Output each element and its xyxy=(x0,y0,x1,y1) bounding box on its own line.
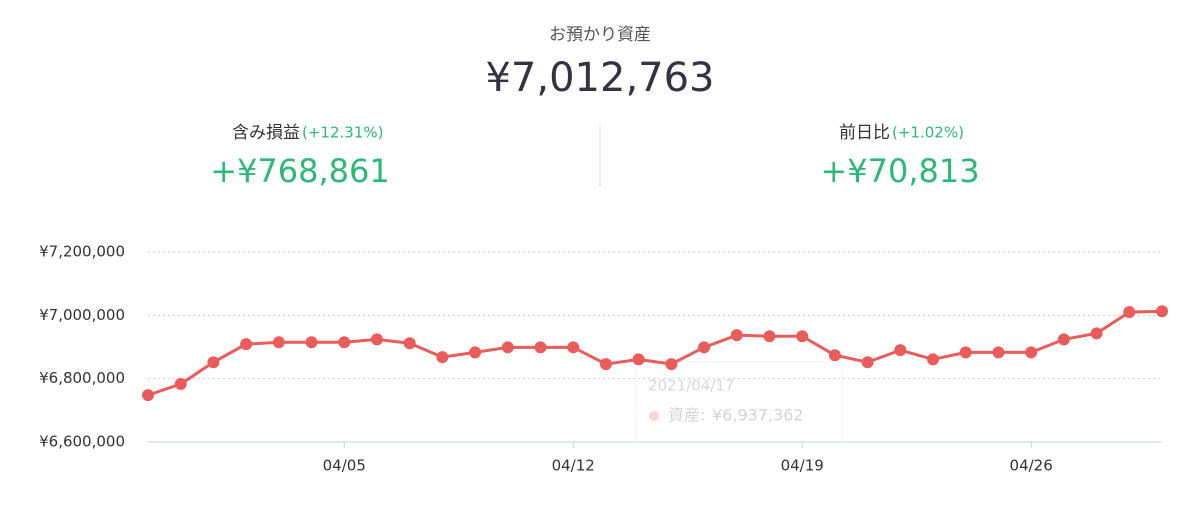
left-label: 含み損益 xyxy=(232,123,300,143)
left-amount: +¥768,861 xyxy=(210,152,390,190)
title: お預かり資産 xyxy=(549,25,651,45)
point xyxy=(1090,327,1103,340)
point xyxy=(370,333,383,346)
point xyxy=(665,358,678,371)
point xyxy=(959,346,972,359)
x-tick-label: 04/26 xyxy=(1010,457,1053,475)
right-label: 前日比 xyxy=(839,123,890,143)
point xyxy=(632,353,645,366)
right-rate: (+1.02%) xyxy=(892,124,964,142)
y-tick-label: ¥6,600,000 xyxy=(39,433,125,451)
point xyxy=(240,338,253,351)
tooltip-label: 資産: xyxy=(668,406,705,425)
point xyxy=(698,341,711,354)
point xyxy=(1123,306,1136,319)
y-tick-label: ¥6,800,000 xyxy=(39,369,125,387)
x-tick-label: 04/12 xyxy=(552,457,595,475)
point xyxy=(828,349,841,362)
point xyxy=(142,389,154,402)
point xyxy=(730,329,743,342)
point xyxy=(1156,305,1168,318)
point xyxy=(174,378,187,391)
point xyxy=(534,341,547,354)
y-tick-label: ¥7,200,000 xyxy=(39,243,125,261)
point xyxy=(861,356,874,369)
point xyxy=(567,341,580,354)
x-tick-label: 04/05 xyxy=(323,457,366,475)
point xyxy=(272,336,285,349)
point xyxy=(305,336,318,349)
point xyxy=(436,351,449,364)
tooltip-dot xyxy=(649,411,659,421)
tooltip-box xyxy=(635,361,843,443)
point xyxy=(403,337,416,350)
point xyxy=(1025,346,1038,359)
point xyxy=(501,341,514,354)
tooltip-date: 2021/04/17 xyxy=(648,377,734,395)
right-amount: +¥70,813 xyxy=(820,152,979,190)
point xyxy=(763,330,776,343)
point xyxy=(599,358,612,371)
point xyxy=(1057,333,1070,346)
point xyxy=(894,344,907,357)
tooltip-value: ¥6,937,362 xyxy=(712,406,804,425)
point xyxy=(469,346,482,359)
total: ¥7,012,763 xyxy=(485,55,714,101)
point xyxy=(207,356,220,369)
point xyxy=(796,330,809,343)
tooltip: 2021/04/17 資産: ¥6,937,362 xyxy=(635,361,843,443)
x-tick-label: 04/19 xyxy=(781,457,824,475)
point xyxy=(338,336,351,349)
left-rate: (+12.31%) xyxy=(302,124,383,142)
point xyxy=(927,353,940,366)
point xyxy=(992,346,1005,359)
y-tick-label: ¥7,000,000 xyxy=(39,306,125,324)
